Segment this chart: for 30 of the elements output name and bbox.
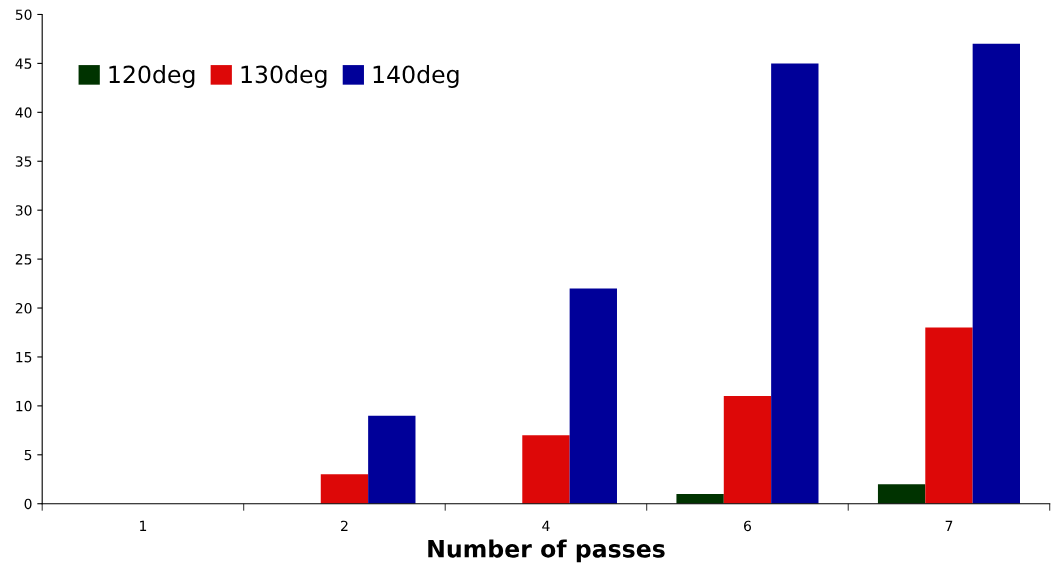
bar bbox=[877, 484, 926, 504]
y-tick-label: 35 bbox=[15, 156, 32, 167]
x-tick-label: 7 bbox=[945, 520, 953, 531]
bar bbox=[522, 435, 570, 504]
bar bbox=[972, 43, 1020, 504]
legend-label: 120deg bbox=[109, 65, 195, 88]
legend-label: 130deg bbox=[241, 65, 327, 88]
x-tick-label: 1 bbox=[140, 520, 147, 531]
bar bbox=[368, 415, 416, 504]
y-tick-label: 10 bbox=[16, 400, 32, 412]
y-tick-label: 20 bbox=[15, 303, 32, 314]
y-tick-label: 0 bbox=[24, 498, 32, 510]
y-tick-label: 5 bbox=[24, 449, 32, 461]
x-tick-label: 6 bbox=[744, 520, 752, 532]
bar bbox=[320, 474, 369, 504]
y-tick-label: 45 bbox=[15, 58, 32, 69]
bar bbox=[676, 493, 724, 504]
y-tick-label: 30 bbox=[15, 205, 32, 216]
bar bbox=[723, 396, 772, 504]
bar bbox=[925, 327, 973, 504]
y-tick-label: 25 bbox=[15, 254, 32, 265]
bar bbox=[771, 63, 819, 504]
legend-label: 140deg bbox=[373, 65, 459, 88]
bar bbox=[569, 288, 617, 504]
y-tick-label: 40 bbox=[15, 107, 32, 118]
y-tick-label: 50 bbox=[15, 9, 32, 20]
x-axis-title: Number of passes bbox=[428, 539, 665, 563]
x-tick-label: 4 bbox=[542, 520, 550, 531]
y-tick-label: 15 bbox=[16, 352, 32, 363]
x-tick-label: 2 bbox=[341, 520, 348, 531]
